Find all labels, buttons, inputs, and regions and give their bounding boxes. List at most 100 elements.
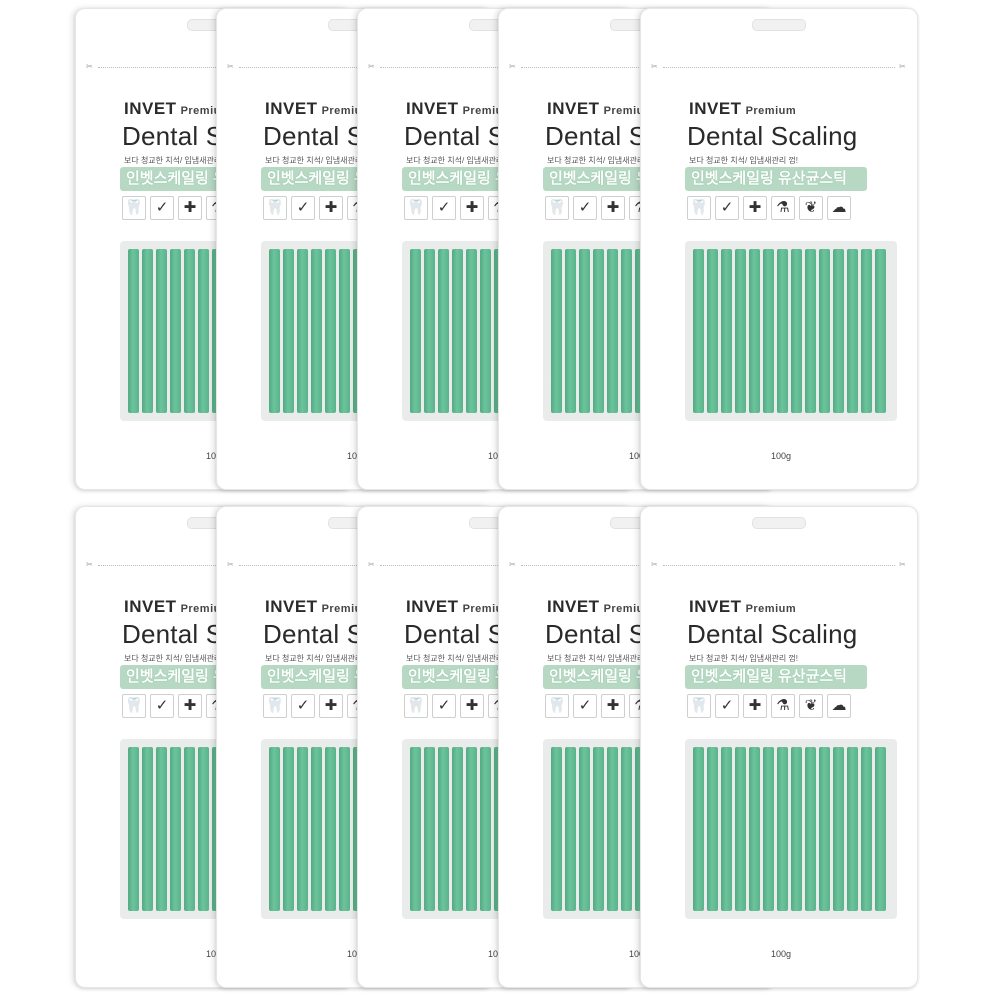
- product-banner: 인벳스케일링 유산균스틱: [685, 167, 867, 191]
- dental-stick: [325, 747, 336, 911]
- dental-stick: [424, 747, 435, 911]
- tooth-icon: 🦷: [263, 694, 287, 734]
- dental-stick: [565, 249, 576, 413]
- feature-icons: 🦷 ✓ ✚ ⚗ ❦ ☁: [687, 196, 851, 236]
- brain-icon: ☁: [827, 196, 851, 236]
- tooth-icon: 🦷: [404, 694, 428, 734]
- dental-stick: [311, 747, 322, 911]
- plus-cross-icon: ✚: [743, 694, 767, 734]
- tear-notch-right: ✂: [899, 62, 906, 71]
- dental-stick: [297, 249, 308, 413]
- leaf-icon: ❦: [799, 196, 823, 236]
- tear-line: [663, 565, 895, 566]
- dental-stick: [438, 747, 449, 911]
- dental-stick: [721, 249, 732, 413]
- feature-icons: 🦷 ✓ ✚ ⚗ ❦ ☁: [687, 694, 851, 734]
- check-circle-icon: ✓: [150, 694, 174, 734]
- dental-stick: [847, 747, 858, 911]
- leaf-icon: ❦: [799, 694, 823, 734]
- product-tagline: 보다 청교한 치석/ 입냄새관리 껌!: [124, 156, 234, 165]
- check-circle-icon: ✓: [715, 196, 739, 236]
- dental-stick: [861, 747, 872, 911]
- dental-stick: [452, 249, 463, 413]
- check-circle-icon: ✓: [432, 196, 456, 236]
- tear-notch-left: ✂: [368, 560, 375, 569]
- dental-sticks: [693, 249, 897, 413]
- product-tagline: 보다 청교한 치석/ 입냄새관리 껌!: [406, 156, 516, 165]
- dental-stick: [128, 249, 139, 413]
- dental-stick: [805, 249, 816, 413]
- dental-stick: [707, 747, 718, 911]
- tear-notch-left: ✂: [509, 62, 516, 71]
- dental-stick: [269, 249, 280, 413]
- dental-stick: [749, 747, 760, 911]
- tooth-icon: 🦷: [545, 196, 569, 236]
- dental-stick: [551, 747, 562, 911]
- tooth-icon: 🦷: [404, 196, 428, 236]
- plus-cross-icon: ✚: [178, 694, 202, 734]
- dental-stick: [565, 747, 576, 911]
- dental-stick: [283, 747, 294, 911]
- dental-stick: [693, 747, 704, 911]
- plus-cross-icon: ✚: [743, 196, 767, 236]
- product-window: [685, 241, 897, 421]
- tear-line: [98, 565, 330, 566]
- tooth-icon: 🦷: [122, 196, 146, 236]
- hang-hole: [752, 517, 806, 529]
- product-tagline: 보다 청교한 치석/ 입냄새관리 껌!: [265, 156, 375, 165]
- dental-stick: [184, 249, 195, 413]
- brand-label: INVET Premium: [689, 597, 797, 616]
- dental-stick: [763, 747, 774, 911]
- dental-stick: [198, 747, 209, 911]
- net-weight: 100g: [771, 949, 792, 959]
- dental-stick: [466, 747, 477, 911]
- dental-stick: [156, 249, 167, 413]
- plus-cross-icon: ✚: [319, 694, 343, 734]
- dental-stick: [452, 747, 463, 911]
- plus-cross-icon: ✚: [178, 196, 202, 236]
- dental-stick: [466, 249, 477, 413]
- plus-cross-icon: ✚: [601, 196, 625, 236]
- dental-stick: [297, 747, 308, 911]
- dental-stick: [791, 747, 802, 911]
- dental-stick: [170, 747, 181, 911]
- dental-stick: [735, 249, 746, 413]
- product-banner: 인벳스케일링 유산균스틱: [685, 665, 867, 689]
- tear-notch-left: ✂: [509, 560, 516, 569]
- tooth-icon: 🦷: [687, 694, 711, 734]
- dental-stick: [847, 249, 858, 413]
- dental-stick: [283, 249, 294, 413]
- dental-stick: [198, 249, 209, 413]
- dental-stick: [142, 747, 153, 911]
- tear-notch-left: ✂: [368, 62, 375, 71]
- net-weight: 100g: [629, 949, 649, 959]
- bottle-icon: ⚗: [771, 196, 795, 236]
- dental-stick: [410, 747, 421, 911]
- net-weight: 100g: [629, 451, 649, 461]
- check-circle-icon: ✓: [715, 694, 739, 734]
- dental-sticks: [693, 747, 897, 911]
- dental-stick: [184, 747, 195, 911]
- brand-label: INVET Premium: [547, 99, 655, 118]
- brand-label: INVET Premium: [689, 99, 797, 118]
- dental-stick: [707, 249, 718, 413]
- dental-stick: [311, 249, 322, 413]
- dental-stick: [693, 249, 704, 413]
- dental-stick: [621, 747, 632, 911]
- tear-notch-right: ✂: [899, 560, 906, 569]
- dental-stick: [480, 249, 491, 413]
- dental-stick: [875, 249, 886, 413]
- tear-line: [380, 565, 612, 566]
- tear-line: [521, 565, 753, 566]
- product-tagline: 보다 청교한 치석/ 입냄새관리 껌!: [265, 654, 375, 663]
- check-circle-icon: ✓: [291, 196, 315, 236]
- dental-stick: [777, 747, 788, 911]
- tear-line: [380, 67, 612, 68]
- tooth-icon: 🦷: [122, 694, 146, 734]
- dental-stick: [791, 249, 802, 413]
- product-tagline: 보다 청교한 치석/ 입냄새관리 껌!: [547, 654, 657, 663]
